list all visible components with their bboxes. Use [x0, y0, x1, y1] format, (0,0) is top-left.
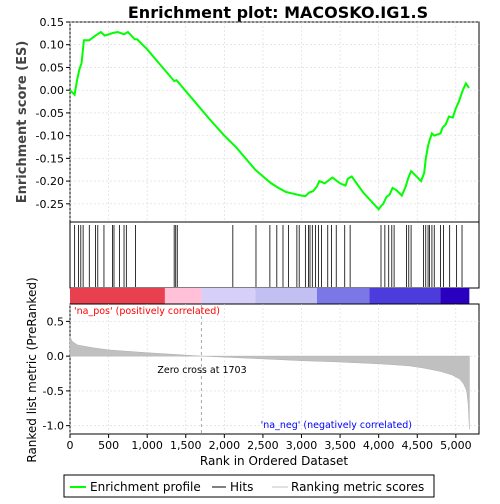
legend-hits-label: Hits	[230, 480, 253, 494]
neg-correlated-label: 'na_neg' (negatively correlated)	[261, 420, 412, 431]
es-y-tick-label: -0.05	[36, 107, 64, 120]
metric-panel	[69, 303, 480, 435]
band-segment	[369, 288, 441, 304]
band-segment	[164, 288, 202, 304]
es-y-tick-label: 0.05	[40, 61, 65, 74]
chart-title: Enrichment plot: MACOSKO.IG1.S	[128, 3, 428, 22]
x-ticks: 0 500 1,000 1,500 2,000 2,500 3,000 3,500 4,000 4…	[67, 434, 472, 452]
es-y-tick-label: 0.10	[40, 39, 65, 52]
es-grid	[69, 21, 479, 222]
pos-correlated-label: 'na_pos' (positively correlated)	[74, 306, 220, 317]
x-tick-label: 2,000	[209, 439, 241, 452]
es-y-tick-label: -0.20	[36, 175, 64, 188]
x-tick-label: 3,000	[286, 439, 318, 452]
ranking-metric-area	[69, 336, 470, 430]
enrichment-profile-line	[69, 30, 470, 211]
x-tick-label: 5,000	[440, 439, 472, 452]
band-segment	[255, 288, 317, 304]
x-tick-label: 1,500	[170, 439, 202, 452]
band-segment	[70, 288, 165, 304]
metric-y-tick-label: -0.5	[43, 385, 64, 398]
x-tick-label: 2,500	[247, 439, 279, 452]
zero-cross-label: Zero cross at 1703	[157, 365, 246, 376]
es-y-tick-label: 0.00	[40, 84, 65, 97]
hits-marks	[74, 225, 463, 287]
es-y-tick-label: -0.25	[36, 198, 64, 211]
es-y-tick-label: 0.15	[40, 16, 65, 29]
es-y-axis-label: Enrichment score (ES)	[15, 41, 30, 204]
metric-y-tick-label: -1.0	[43, 420, 64, 433]
x-tick-label: 1,000	[131, 439, 163, 452]
hits-panel	[69, 221, 480, 289]
metric-y-tick-label: 0.5	[47, 315, 65, 328]
metric-y-ticks: -1.0 -0.5 0.0 0.5	[43, 315, 70, 433]
correlation-color-band	[70, 288, 470, 304]
metric-y-tick-label: 0.0	[47, 350, 65, 363]
legend: Enrichment profile Hits Ranking metric s…	[63, 474, 435, 498]
x-axis-label: Rank in Ordered Dataset	[200, 454, 348, 468]
x-tick-label: 0	[67, 439, 74, 452]
es-panel	[69, 21, 480, 223]
metric-y-axis-label: Ranked list metric (PreRanked)	[25, 277, 39, 462]
band-segment	[316, 288, 370, 304]
x-tick-label: 3,500	[324, 439, 356, 452]
x-tick-label: 4,500	[402, 439, 434, 452]
x-tick-label: 4,000	[363, 439, 395, 452]
legend-enrichment-label: Enrichment profile	[90, 480, 201, 494]
band-segment	[440, 288, 470, 304]
x-tick-label: 500	[98, 439, 119, 452]
legend-metric-label: Ranking metric scores	[291, 480, 424, 494]
es-y-tick-label: -0.15	[36, 152, 64, 165]
es-y-tick-label: -0.10	[36, 130, 64, 143]
legend-box	[63, 474, 435, 498]
es-y-ticks: -0.25 -0.20 -0.15 -0.10 -0.05 0.00 0.05 0.10 0.1…	[36, 16, 70, 211]
band-segment	[201, 288, 256, 304]
